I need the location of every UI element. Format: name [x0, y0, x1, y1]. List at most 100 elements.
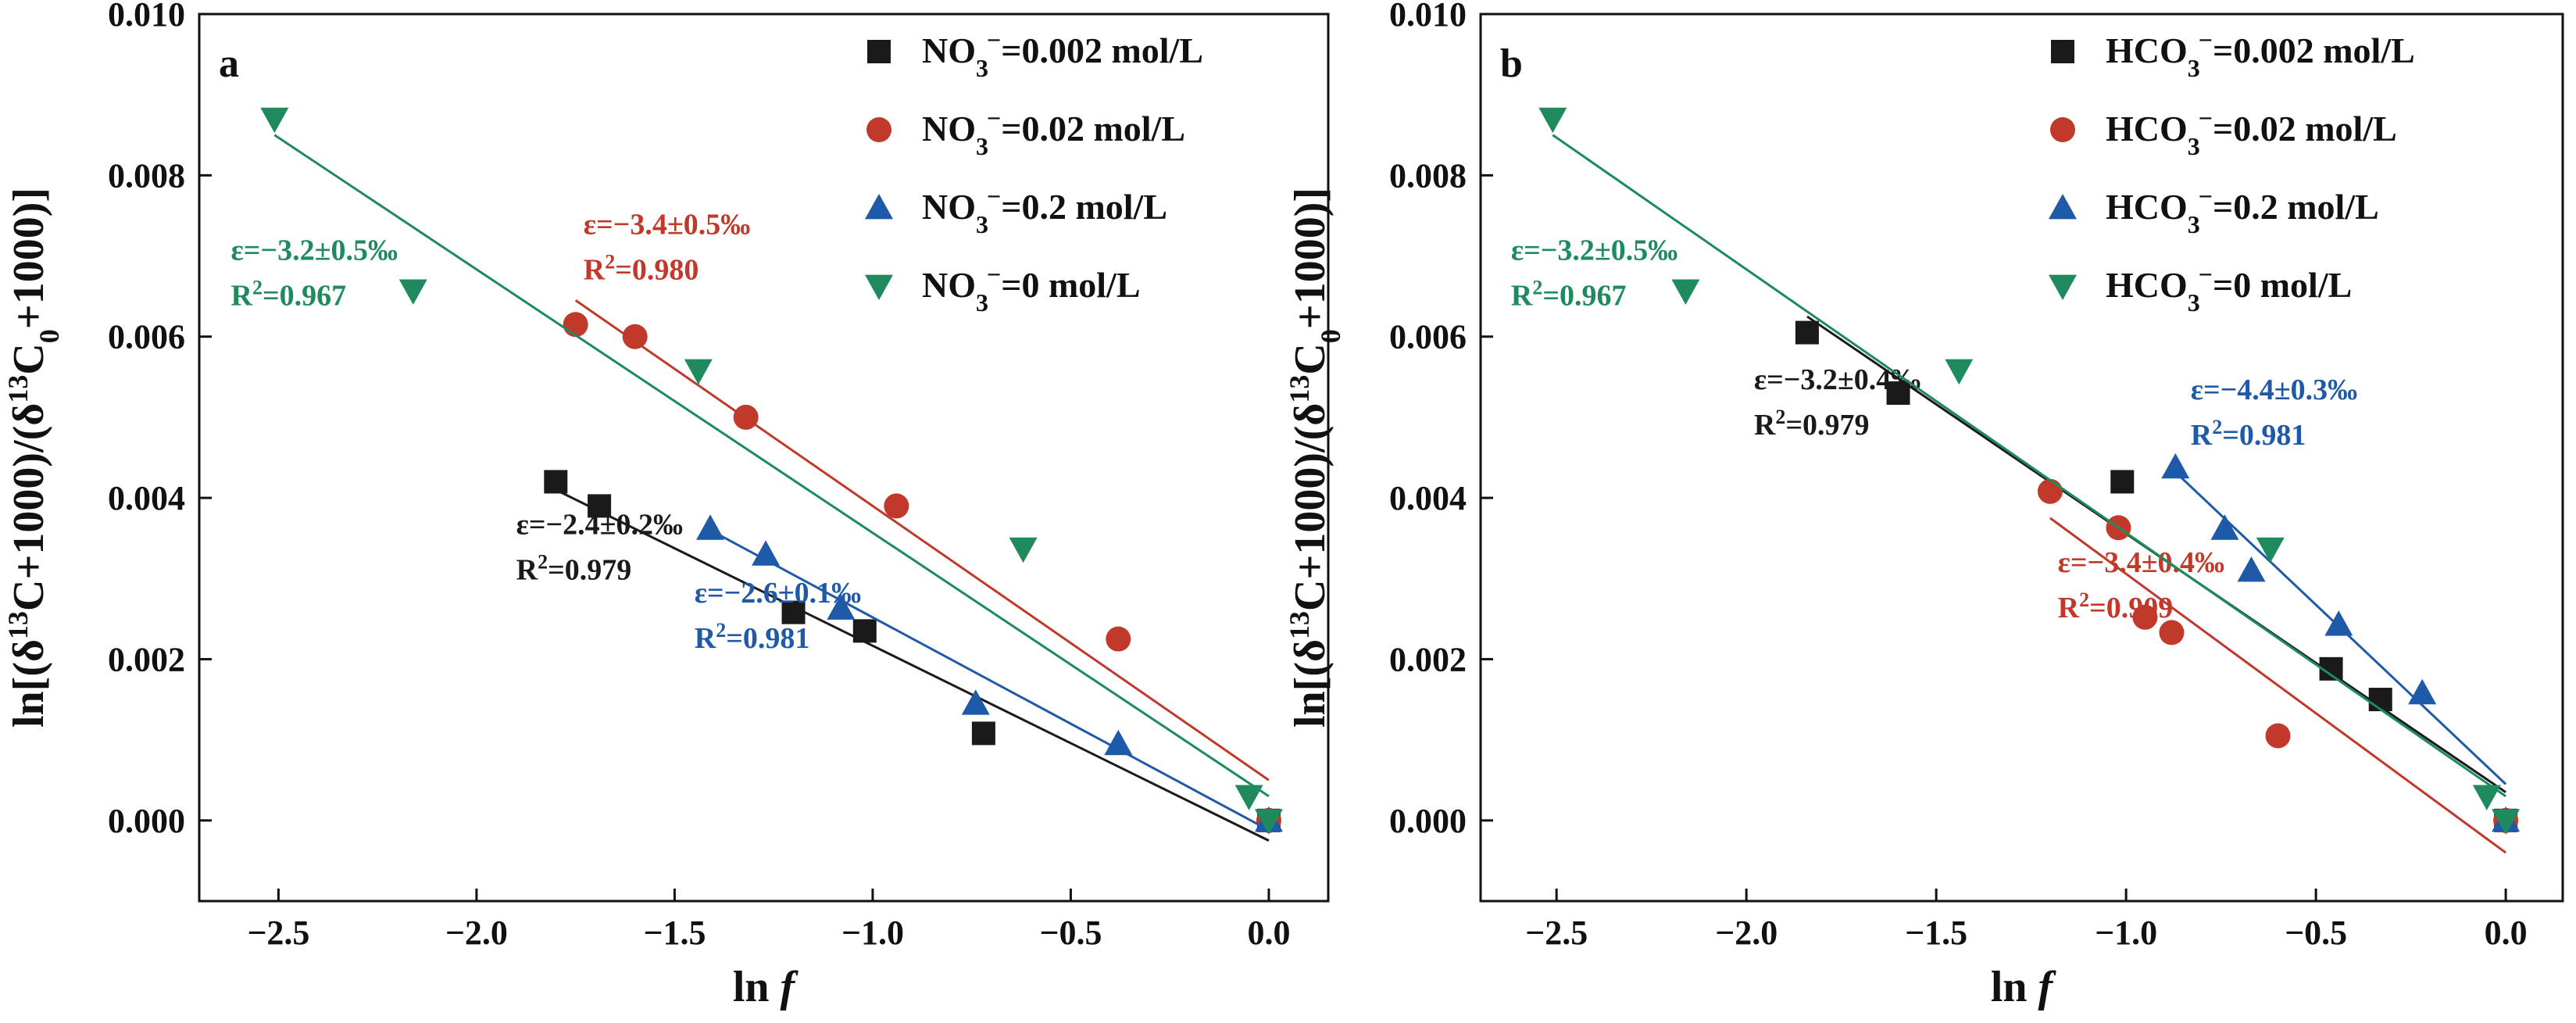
- chart-panel-a: −2.5 −2.0 −1.5 −1.0 −0.5 0.0 0.000 0.002 0.004 0.…: [2, 0, 1330, 1011]
- legend-entry: HCO3−=0 mol/L: [2106, 260, 2352, 317]
- x-axis-label-space: [2028, 963, 2038, 1011]
- data-point: [2368, 688, 2392, 712]
- y-tick-label: 0.008: [108, 156, 185, 195]
- legend-suffix: =0.002 mol/L: [1001, 30, 1203, 70]
- data-point: [2472, 785, 2501, 810]
- data-point: [2132, 604, 2158, 630]
- y-label-part: ln[(δ: [5, 639, 53, 728]
- y-label-part: +1000)]: [5, 188, 53, 329]
- data-point: [544, 470, 568, 494]
- x-tick-label: −0.5: [1039, 914, 1102, 952]
- y-label-part: ln[(δ: [1286, 639, 1334, 728]
- data-point: [2037, 478, 2063, 504]
- r2-annotation: R2=0.981: [2191, 416, 2306, 452]
- r2-annotation: R2=0.980: [584, 250, 699, 287]
- r2-value: =0.979: [548, 554, 631, 587]
- y-tick-label: 0.010: [1389, 0, 1467, 34]
- panel-letter: b: [1500, 41, 1523, 86]
- fit-line: [1552, 134, 2506, 798]
- data-point: [1104, 729, 1133, 756]
- y-axis-label: ln[(δ13C+1000)/(δ13C0+1000)]: [1284, 188, 1346, 728]
- data-point: [884, 493, 909, 519]
- r2-letter: R: [1511, 280, 1533, 313]
- series-3: ε=−3.2±0.5‰R2=0.967: [1511, 107, 2521, 835]
- legend-sup: −: [987, 260, 1001, 288]
- y-tick-label: 0.002: [1389, 640, 1467, 678]
- r2-annotation: R2=0.979: [516, 550, 632, 587]
- epsilon-annotation: ε=−4.4±0.3‰: [2191, 374, 2357, 406]
- legend-suffix: =0.2 mol/L: [2213, 187, 2379, 227]
- data-point: [971, 721, 995, 746]
- r2-exponent: 2: [538, 550, 548, 573]
- data-point: [2210, 514, 2239, 540]
- x-tick-label: 0.0: [1247, 914, 1290, 952]
- epsilon-annotation: ε=−2.6±0.1‰: [695, 577, 861, 610]
- x-tick-label: −1.0: [2095, 914, 2157, 952]
- y-label-sup: 13: [1284, 611, 1315, 639]
- r2-exponent: 2: [1775, 405, 1785, 427]
- y-axis-label: ln[(δ13C+1000)/(δ13C0+1000)]: [2, 188, 65, 728]
- r2-value: =0.980: [615, 254, 698, 287]
- fit-line: [574, 299, 1270, 782]
- legend-sup: −: [2199, 26, 2213, 54]
- y-label-sup: 13: [2, 611, 34, 639]
- series-3: ε=−3.2±0.5‰R2=0.967: [231, 107, 1283, 835]
- data-point: [1945, 359, 1974, 385]
- legend-sub: 3: [976, 54, 988, 82]
- legend-marker: [867, 40, 891, 63]
- data-point: [2324, 610, 2353, 636]
- legend-suffix: =0.02 mol/L: [1001, 109, 1185, 148]
- x-tick-label: 0.0: [2485, 914, 2528, 952]
- y-tick-label: 0.006: [1389, 318, 1467, 356]
- data-point: [1795, 320, 1819, 345]
- y-tick-label: 0.004: [108, 479, 185, 517]
- r2-annotation: R2=0.967: [231, 276, 347, 313]
- r2-exponent: 2: [252, 276, 263, 299]
- legend-prefix: HCO: [2106, 109, 2188, 148]
- fit-line: [555, 488, 1270, 842]
- fit-line: [709, 529, 1270, 832]
- epsilon-annotation: ε=−3.4±0.5‰: [584, 209, 750, 241]
- data-point: [2110, 470, 2135, 494]
- legend-sub: 3: [2188, 54, 2200, 82]
- data-point: [2265, 723, 2291, 749]
- x-tick-label: −1.0: [841, 914, 904, 952]
- y-label-sub: 0: [1315, 329, 1346, 343]
- r2-letter: R: [695, 622, 716, 655]
- legend-suffix: =0 mol/L: [2213, 265, 2352, 305]
- data-point: [781, 600, 806, 624]
- r2-annotation: R2=0.967: [1511, 276, 1627, 313]
- legend-prefix: HCO: [2106, 30, 2188, 70]
- y-tick-label: 0.008: [1389, 156, 1467, 195]
- y-tick-label: 0.000: [1389, 802, 1467, 840]
- y-label-part: C: [5, 343, 53, 374]
- legend-marker: [865, 194, 893, 220]
- data-point: [2256, 537, 2285, 563]
- x-tick-label: −2.5: [247, 914, 309, 952]
- y-label-sub: 0: [34, 329, 65, 343]
- legend-prefix: NO: [922, 109, 976, 148]
- legend-entry: HCO3−=0.002 mol/L: [2106, 26, 2415, 82]
- r2-value: =0.909: [2089, 592, 2173, 624]
- data-point: [398, 279, 427, 305]
- data-point: [2408, 678, 2437, 705]
- legend-sub: 3: [976, 288, 988, 317]
- y-label-part: C+1000)/(δ: [5, 403, 53, 611]
- x-axis-label-italic: f: [781, 963, 799, 1011]
- plot-frame: [198, 13, 1330, 903]
- series-0: ε=−2.4±0.2‰R2=0.979: [516, 470, 1281, 842]
- r2-annotation: R2=0.909: [2058, 588, 2174, 625]
- fit-line: [2049, 517, 2506, 854]
- plot-frame: [1479, 13, 2564, 903]
- data-point: [2492, 809, 2521, 835]
- legend-entry: NO3−=0.002 mol/L: [922, 26, 1203, 82]
- x-axis-label-italic: f: [2038, 963, 2057, 1011]
- r2-value: =0.967: [1542, 280, 1626, 313]
- legend-sup: −: [987, 26, 1001, 54]
- legend-marker: [2051, 40, 2074, 63]
- x-tick-label: −1.5: [1905, 914, 1967, 952]
- r2-letter: R: [2058, 592, 2080, 624]
- r2-letter: R: [516, 554, 538, 587]
